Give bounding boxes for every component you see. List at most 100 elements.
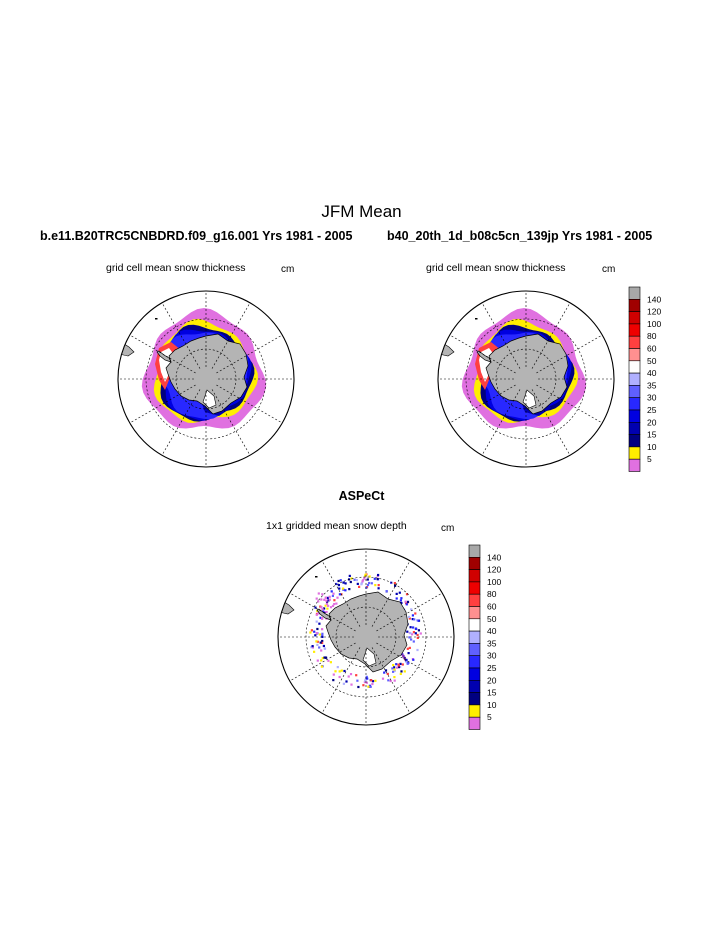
- obs-cell: [331, 604, 335, 607]
- map-border: [117, 290, 295, 468]
- colorbar-box: [628, 335, 641, 349]
- colorbar-box: [468, 643, 481, 657]
- longitude-line: [321, 560, 361, 627]
- obs-cell: [381, 677, 385, 680]
- obs-cell: [323, 598, 326, 601]
- obs-cell: [395, 663, 398, 666]
- obs-cell: [326, 607, 329, 610]
- obs-cell: [328, 598, 331, 601]
- obs-cell: [343, 669, 346, 673]
- colorbar-label: 30: [647, 393, 657, 403]
- obs-cell: [414, 612, 417, 615]
- obs-cell: [371, 680, 375, 683]
- obs-cell: [365, 681, 368, 684]
- obs-cell: [322, 610, 325, 613]
- obs-cell: [406, 602, 409, 605]
- obs-cell: [361, 579, 365, 582]
- map-body: [438, 291, 614, 467]
- obs-cell: [411, 618, 414, 621]
- obs-cell: [322, 644, 325, 648]
- longitude-line: [321, 647, 361, 714]
- colorbar-box: [628, 397, 641, 411]
- colorbar-box: [468, 569, 481, 583]
- bottom-polar-map: [277, 548, 455, 726]
- obs-cell: [353, 578, 356, 581]
- obs-cell: [364, 679, 367, 682]
- colorbar-label: 80: [487, 589, 497, 599]
- obs-cell: [362, 684, 365, 687]
- obs-cell: [408, 646, 411, 649]
- longitude-line: [531, 389, 571, 456]
- obs-cell: [314, 606, 317, 609]
- antarctica-land: [485, 333, 569, 415]
- colorbar-label: 5: [647, 454, 652, 464]
- longitude-line: [536, 334, 603, 374]
- colorbar-box: [628, 422, 641, 435]
- obs-cell: [321, 634, 324, 637]
- longitude-line: [371, 647, 411, 714]
- obs-cell: [403, 670, 406, 673]
- obs-cell: [371, 682, 374, 686]
- colorbar-label: 120: [647, 307, 661, 317]
- obs-cell: [400, 670, 403, 673]
- obs-cell: [411, 633, 414, 636]
- colorbar-label: 5: [487, 712, 492, 722]
- colorbar-box: [628, 446, 641, 460]
- obs-cell: [313, 630, 316, 633]
- obs-cell: [318, 633, 321, 636]
- obs-cell: [406, 600, 410, 603]
- colorbar-box: [468, 704, 481, 718]
- obs-cell: [393, 582, 396, 585]
- antarctic-peninsula: [156, 350, 172, 363]
- obs-cell: [347, 675, 350, 678]
- obs-cell: [416, 648, 419, 652]
- antarctica-land: [325, 591, 409, 673]
- obs-cell: [349, 673, 353, 676]
- obs-cell: [317, 592, 320, 595]
- colorbar-box: [468, 655, 481, 669]
- colorbar-label: 35: [487, 638, 497, 648]
- right-panel-unit: cm: [602, 264, 616, 275]
- obs-cell: [325, 599, 328, 602]
- obs-cell: [377, 587, 380, 590]
- longitude-line: [376, 642, 443, 682]
- left-panel-subtitle: grid cell mean snow thickness: [106, 262, 246, 274]
- longitude-line: [371, 560, 411, 627]
- obs-cell: [330, 590, 333, 593]
- colorbar-label: 25: [647, 405, 657, 415]
- obs-cell: [363, 681, 366, 684]
- obs-cell: [315, 613, 318, 616]
- longitude-line: [129, 334, 196, 374]
- obs-cell: [321, 639, 324, 643]
- obs-cell: [342, 581, 345, 584]
- obs-cell: [323, 656, 326, 659]
- obs-cell: [364, 678, 367, 681]
- obs-cell: [324, 596, 327, 599]
- colorbar-box: [468, 581, 481, 595]
- obs-cell: [329, 606, 333, 609]
- obs-cell: [342, 682, 345, 685]
- obs-cell: [355, 579, 358, 582]
- colorbar-box: [468, 692, 481, 706]
- obs-cell: [401, 653, 404, 656]
- obs-cell: [410, 608, 413, 611]
- obs-cell: [321, 635, 324, 638]
- obs-cell: [357, 685, 360, 689]
- obs-cell: [367, 685, 370, 688]
- obs-cell: [350, 683, 353, 686]
- obs-cell: [320, 598, 323, 601]
- right-panel-title: b40_20th_1d_b08c5cn_139jp Yrs 1981 - 200…: [387, 229, 653, 243]
- obs-cell: [402, 655, 405, 658]
- obs-cell: [320, 606, 323, 609]
- obs-cell: [332, 673, 335, 676]
- obs-cell: [411, 614, 414, 617]
- obs-cell: [344, 582, 347, 585]
- colorbar-box: [628, 385, 641, 399]
- obs-cell: [366, 583, 370, 587]
- longitude-line: [481, 389, 521, 456]
- longitude-line: [481, 302, 521, 369]
- obs-cell: [400, 601, 403, 605]
- obs-cell: [405, 593, 409, 596]
- obs-cell: [366, 578, 369, 581]
- island: [315, 576, 318, 578]
